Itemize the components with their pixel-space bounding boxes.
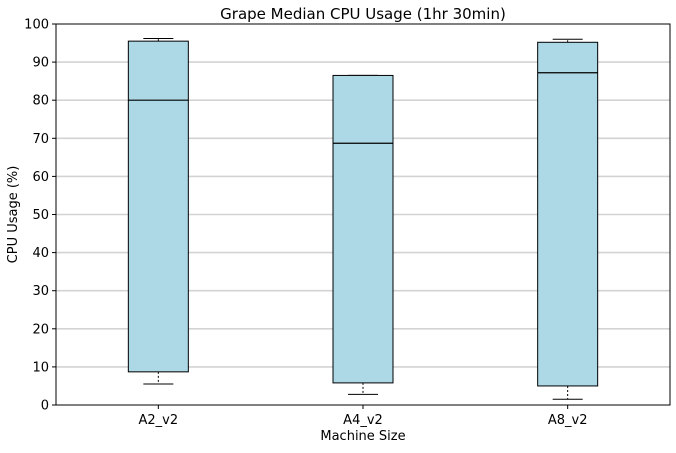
box-a8-v2 xyxy=(537,38,599,400)
box-body xyxy=(537,41,599,387)
y-axis-ticks: 0 10 20 30 40 50 60 70 80 90 100 xyxy=(24,18,56,414)
x-axis-label: Machine Size xyxy=(320,429,405,444)
y-tick-label: 80 xyxy=(32,94,49,109)
chart-title: Grape Median CPU Usage (1hr 30min) xyxy=(220,5,506,23)
x-tick-label: A2_v2 xyxy=(139,413,179,428)
y-tick-label: 90 xyxy=(32,56,49,71)
y-tick-label: 0 xyxy=(41,399,49,414)
x-tick-label: A4_v2 xyxy=(343,413,383,428)
y-axis-label: CPU Usage (%) xyxy=(6,166,21,264)
x-axis-ticks: A2_v2 A4_v2 A8_v2 xyxy=(139,405,588,428)
box-a4-v2 xyxy=(332,74,394,395)
x-tick-label: A8_v2 xyxy=(548,413,588,428)
y-tick-label: 50 xyxy=(32,208,49,223)
y-tick-label: 70 xyxy=(32,132,49,147)
y-tick-label: 10 xyxy=(32,360,49,375)
y-tick-label: 30 xyxy=(32,284,49,299)
y-tick-label: 20 xyxy=(32,322,49,337)
box-a2-v2 xyxy=(127,37,189,385)
y-tick-label: 40 xyxy=(32,246,49,261)
box-series xyxy=(127,37,599,400)
box-body xyxy=(127,40,189,373)
box-body xyxy=(332,74,394,384)
y-tick-label: 100 xyxy=(24,18,49,33)
y-tick-label: 60 xyxy=(32,170,49,185)
